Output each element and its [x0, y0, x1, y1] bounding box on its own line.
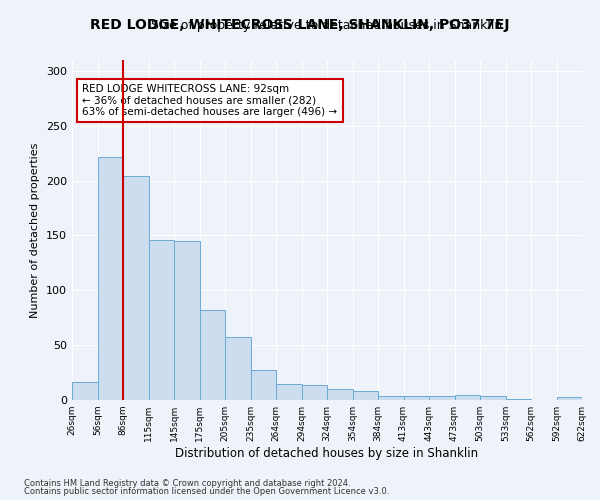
Bar	[505, 399, 531, 400]
Bar	[72, 382, 97, 400]
Bar	[97, 156, 123, 400]
Y-axis label: Number of detached properties: Number of detached properties	[31, 142, 40, 318]
Title: Size of property relative to detached houses in Shanklin: Size of property relative to detached ho…	[151, 20, 503, 32]
Bar	[327, 389, 353, 400]
Bar	[123, 176, 149, 400]
Bar	[276, 384, 302, 400]
Bar	[302, 384, 327, 400]
Bar	[149, 240, 174, 400]
Text: RED LODGE WHITECROSS LANE: 92sqm
← 36% of detached houses are smaller (282)
63% : RED LODGE WHITECROSS LANE: 92sqm ← 36% o…	[82, 84, 337, 117]
X-axis label: Distribution of detached houses by size in Shanklin: Distribution of detached houses by size …	[175, 447, 479, 460]
Bar	[353, 391, 378, 400]
Bar	[251, 370, 276, 400]
Bar	[174, 241, 199, 400]
Text: RED LODGE, WHITECROSS LANE, SHANKLIN, PO37 7EJ: RED LODGE, WHITECROSS LANE, SHANKLIN, PO…	[90, 18, 510, 32]
Bar	[378, 396, 404, 400]
Bar	[225, 338, 251, 400]
Text: Contains HM Land Registry data © Crown copyright and database right 2024.: Contains HM Land Registry data © Crown c…	[24, 478, 350, 488]
Bar	[455, 394, 480, 400]
Bar	[557, 396, 582, 400]
Bar	[404, 396, 429, 400]
Bar	[199, 310, 225, 400]
Bar	[480, 396, 505, 400]
Bar	[429, 396, 455, 400]
Text: Contains public sector information licensed under the Open Government Licence v3: Contains public sector information licen…	[24, 487, 389, 496]
